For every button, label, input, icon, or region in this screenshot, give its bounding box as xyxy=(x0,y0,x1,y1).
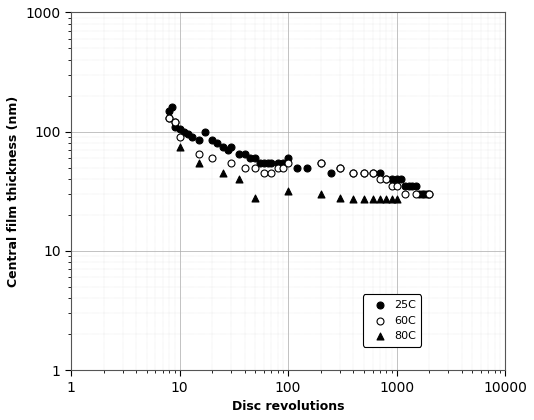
25C xyxy=(327,170,335,176)
25C xyxy=(317,159,325,166)
Y-axis label: Central film thickness (nm): Central film thickness (nm) xyxy=(7,96,20,287)
25C xyxy=(234,151,243,158)
60C xyxy=(375,176,384,182)
25C xyxy=(170,119,179,126)
80C xyxy=(335,194,344,201)
25C xyxy=(414,191,423,197)
80C xyxy=(360,196,368,203)
25C xyxy=(251,155,260,161)
80C xyxy=(387,196,396,203)
25C xyxy=(241,151,249,158)
60C xyxy=(251,164,260,171)
25C xyxy=(360,170,368,176)
60C xyxy=(227,159,235,166)
80C xyxy=(349,196,358,203)
25C xyxy=(168,104,176,111)
25C xyxy=(165,107,174,114)
25C xyxy=(284,155,292,161)
60C xyxy=(284,159,292,166)
25C xyxy=(387,176,396,182)
25C xyxy=(263,159,272,166)
25C xyxy=(194,137,203,144)
25C xyxy=(175,126,184,132)
25C xyxy=(227,143,235,150)
80C xyxy=(375,196,384,203)
25C xyxy=(260,159,268,166)
60C xyxy=(170,119,179,126)
25C xyxy=(293,164,301,171)
25C xyxy=(418,191,426,197)
25C xyxy=(224,147,232,153)
80C xyxy=(175,143,184,150)
25C xyxy=(401,183,410,189)
25C xyxy=(375,170,384,176)
60C xyxy=(208,155,216,161)
80C xyxy=(234,176,243,182)
25C xyxy=(170,123,179,130)
25C xyxy=(267,159,276,166)
25C xyxy=(187,134,196,140)
25C xyxy=(405,183,413,189)
60C xyxy=(335,164,344,171)
25C xyxy=(368,170,377,176)
60C xyxy=(411,191,420,197)
25C xyxy=(218,143,227,150)
60C xyxy=(368,170,377,176)
80C xyxy=(317,191,325,197)
25C xyxy=(273,159,282,166)
25C xyxy=(397,176,405,182)
25C xyxy=(180,128,189,135)
60C xyxy=(267,170,276,176)
80C xyxy=(194,159,203,166)
25C xyxy=(335,164,344,171)
60C xyxy=(360,170,368,176)
60C xyxy=(382,176,390,182)
80C xyxy=(392,196,401,203)
25C xyxy=(408,183,417,189)
80C xyxy=(284,187,292,194)
25C xyxy=(349,170,358,176)
25C xyxy=(422,191,431,197)
60C xyxy=(279,164,287,171)
25C xyxy=(213,140,221,147)
80C xyxy=(368,196,377,203)
X-axis label: Disc revolutions: Disc revolutions xyxy=(232,400,344,413)
80C xyxy=(382,196,390,203)
60C xyxy=(401,191,410,197)
25C xyxy=(303,164,311,171)
60C xyxy=(425,191,434,197)
60C xyxy=(175,134,184,140)
25C xyxy=(382,176,390,182)
60C xyxy=(241,164,249,171)
25C xyxy=(392,176,401,182)
60C xyxy=(317,159,325,166)
25C xyxy=(256,159,264,166)
25C xyxy=(246,155,255,161)
25C xyxy=(420,191,429,197)
25C xyxy=(200,128,209,135)
Legend: 25C, 60C, 80C: 25C, 60C, 80C xyxy=(363,294,421,346)
25C xyxy=(279,159,287,166)
80C xyxy=(218,170,227,176)
25C xyxy=(184,131,192,138)
25C xyxy=(411,183,420,189)
80C xyxy=(251,194,260,201)
60C xyxy=(349,170,358,176)
25C xyxy=(208,137,216,144)
60C xyxy=(392,183,401,189)
60C xyxy=(194,151,203,158)
60C xyxy=(387,183,396,189)
25C xyxy=(425,191,434,197)
60C xyxy=(260,170,268,176)
60C xyxy=(273,164,282,171)
25C xyxy=(165,115,174,121)
60C xyxy=(165,115,174,121)
